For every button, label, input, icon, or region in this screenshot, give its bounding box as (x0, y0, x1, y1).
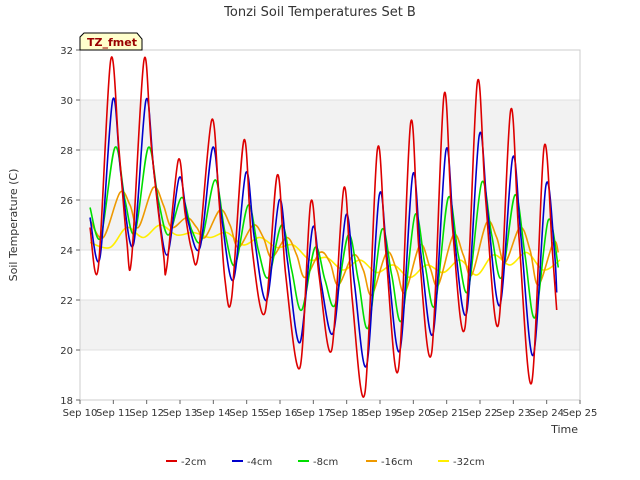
x-tick-label: Sep 14 (196, 408, 231, 419)
x-axis-label: Time (550, 423, 578, 436)
series-group (89, 56, 561, 398)
grid-band (80, 150, 580, 200)
x-tick-label: Sep 19 (363, 408, 398, 419)
y-axis: 18 20 22 24 26 28 30 32 (60, 46, 80, 407)
legend-label: -16cm (381, 457, 413, 468)
y-tick-label: 28 (60, 146, 73, 157)
y-tick-label: 30 (60, 96, 73, 107)
x-tick-label: Sep 20 (396, 408, 431, 419)
legend-label: -32cm (453, 457, 485, 468)
grid-band (80, 350, 580, 400)
x-tick-label: Sep 15 (229, 408, 264, 419)
legend-label: -8cm (313, 457, 338, 468)
x-tick-label: Sep 13 (163, 408, 198, 419)
y-tick-label: 32 (60, 46, 73, 57)
legend: -2cm -4cm -8cm -16cm -32cm (166, 457, 485, 468)
series-line-2cm (89, 56, 558, 398)
x-tick-label: Sep 25 (563, 408, 598, 419)
grid-band (80, 100, 580, 150)
y-tick-label: 24 (60, 246, 73, 257)
y-axis-label: Soil Temperature (C) (7, 169, 20, 282)
x-tick-label: Sep 10 (63, 408, 98, 419)
x-tick-label: Sep 24 (529, 408, 564, 419)
chart-title: Tonzi Soil Temperatures Set B (223, 5, 416, 20)
grid-band (80, 50, 580, 100)
y-tick-label: 26 (60, 196, 73, 207)
y-tick-label: 18 (60, 396, 73, 407)
x-tick-label: Sep 18 (329, 408, 364, 419)
x-tick-label: Sep 17 (296, 408, 331, 419)
grid-band (80, 300, 580, 350)
x-tick-label: Sep 23 (496, 408, 531, 419)
legend-label: -2cm (181, 457, 206, 468)
x-tick-label: Sep 16 (263, 408, 298, 419)
x-tick-label: Sep 22 (463, 408, 498, 419)
legend-label: -4cm (247, 457, 272, 468)
x-tick-label: Sep 11 (96, 408, 131, 419)
x-tick-label: Sep 12 (129, 408, 164, 419)
x-tick-label: Sep 21 (429, 408, 464, 419)
annotation-box: TZ_fmet (79, 32, 143, 51)
plot-area-border (79, 49, 581, 401)
y-tick-label: 20 (60, 346, 73, 357)
annotation-label: TZ_fmet (87, 36, 137, 49)
y-tick-label: 22 (60, 296, 73, 307)
